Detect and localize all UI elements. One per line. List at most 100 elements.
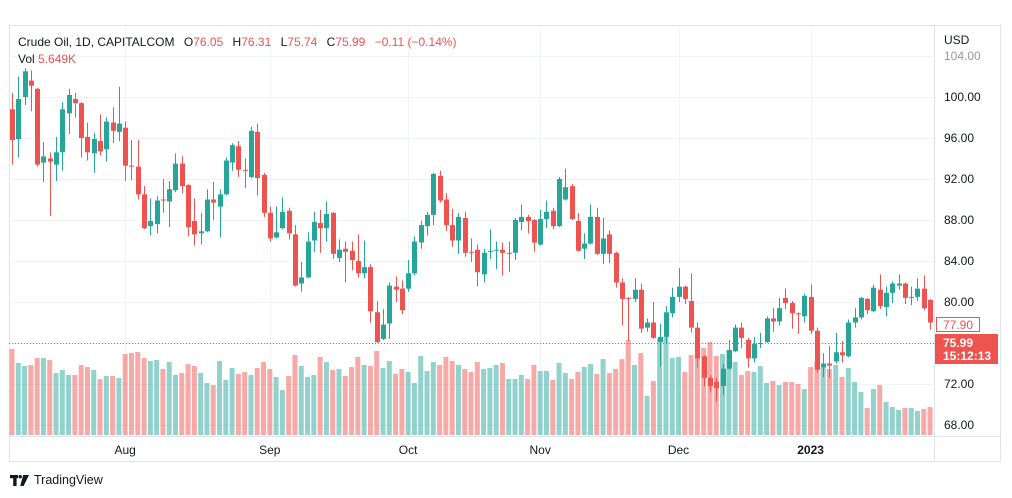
candle[interactable] (865, 297, 870, 315)
candle[interactable] (670, 287, 675, 318)
candle[interactable] (651, 302, 656, 339)
candle[interactable] (387, 282, 392, 339)
candle[interactable] (41, 142, 46, 183)
candle[interactable] (494, 241, 499, 270)
candle[interactable] (607, 230, 612, 264)
candle[interactable] (173, 153, 178, 193)
candle[interactable] (909, 286, 914, 306)
candle[interactable] (255, 123, 260, 196)
candle[interactable] (714, 377, 719, 402)
candle[interactable] (614, 251, 619, 288)
candle[interactable] (633, 278, 638, 303)
candle[interactable] (155, 196, 160, 234)
candle[interactable] (111, 107, 116, 144)
candle[interactable] (104, 117, 109, 162)
candle[interactable] (538, 209, 543, 246)
candle[interactable] (802, 293, 807, 323)
candle[interactable] (136, 140, 141, 200)
candle[interactable] (400, 280, 405, 315)
candle[interactable] (356, 234, 361, 278)
time-axis[interactable]: Aug Sep Oct Nov Dec 2023 (9, 436, 934, 462)
candle[interactable] (513, 217, 518, 260)
candle[interactable] (771, 308, 776, 332)
candle[interactable] (469, 238, 474, 263)
candle[interactable] (708, 374, 713, 393)
candle[interactable] (161, 178, 166, 213)
candle[interactable] (859, 296, 864, 320)
candle[interactable] (280, 197, 285, 230)
candle[interactable] (758, 332, 763, 349)
candle[interactable] (790, 300, 795, 329)
price-axis[interactable]: USD 104.00 100.00 96.00 92.00 88.00 84.00 80.0… (934, 25, 1001, 436)
candle[interactable] (746, 337, 751, 368)
candle[interactable] (192, 198, 197, 246)
candle[interactable] (236, 141, 241, 177)
candle[interactable] (664, 306, 669, 345)
candle[interactable] (23, 68, 28, 106)
candle[interactable] (444, 193, 449, 232)
candle[interactable] (167, 181, 172, 228)
candle[interactable] (243, 158, 248, 189)
candle[interactable] (350, 241, 355, 271)
candle[interactable] (928, 298, 933, 330)
candle[interactable] (853, 308, 858, 328)
candle[interactable] (840, 340, 845, 363)
candle[interactable] (588, 204, 593, 245)
volume-label[interactable]: Vol (18, 52, 35, 66)
candle[interactable] (293, 225, 298, 287)
candle[interactable] (482, 248, 487, 283)
candle[interactable] (576, 212, 581, 252)
candle[interactable] (815, 327, 820, 373)
candle[interactable] (306, 232, 311, 279)
candle[interactable] (827, 346, 832, 378)
candle[interactable] (620, 278, 625, 326)
candle[interactable] (205, 189, 210, 233)
candle[interactable] (211, 182, 216, 220)
candle[interactable] (67, 88, 72, 134)
candle[interactable] (85, 122, 90, 161)
price-chart-pane[interactable] (9, 25, 934, 436)
candle[interactable] (331, 211, 336, 259)
candle[interactable] (381, 309, 386, 340)
candle[interactable] (846, 319, 851, 358)
candle[interactable] (821, 353, 826, 377)
candle[interactable] (488, 229, 493, 259)
candle[interactable] (777, 297, 782, 326)
candle[interactable] (54, 136, 59, 182)
candle[interactable] (721, 363, 726, 396)
candle[interactable] (727, 339, 732, 370)
candle[interactable] (16, 76, 21, 158)
candle[interactable] (60, 102, 65, 171)
candle[interactable] (368, 264, 373, 323)
candle[interactable] (695, 322, 700, 368)
candle[interactable] (375, 300, 380, 344)
candle[interactable] (519, 204, 524, 231)
candle[interactable] (343, 241, 348, 283)
candle[interactable] (218, 189, 223, 238)
candle[interactable] (783, 288, 788, 310)
candle[interactable] (915, 278, 920, 301)
candle[interactable] (733, 324, 738, 353)
candle[interactable] (450, 208, 455, 247)
candle[interactable] (230, 143, 235, 171)
candle[interactable] (268, 206, 273, 242)
candle[interactable] (551, 207, 556, 230)
candle[interactable] (199, 212, 204, 245)
candle[interactable] (425, 211, 430, 236)
candle[interactable] (48, 152, 53, 216)
candle[interactable] (142, 186, 147, 230)
candle[interactable] (324, 201, 329, 242)
candle[interactable] (249, 126, 254, 178)
candle[interactable] (129, 140, 134, 181)
candle[interactable] (224, 157, 229, 196)
candle[interactable] (10, 92, 15, 165)
candle[interactable] (884, 286, 889, 317)
candle[interactable] (29, 70, 34, 112)
candle[interactable] (463, 211, 468, 257)
candle[interactable] (563, 168, 568, 201)
candle[interactable] (117, 86, 122, 142)
candle[interactable] (412, 236, 417, 276)
candle[interactable] (890, 281, 895, 304)
tradingview-branding[interactable]: TradingView (10, 472, 103, 488)
candle[interactable] (903, 282, 908, 305)
